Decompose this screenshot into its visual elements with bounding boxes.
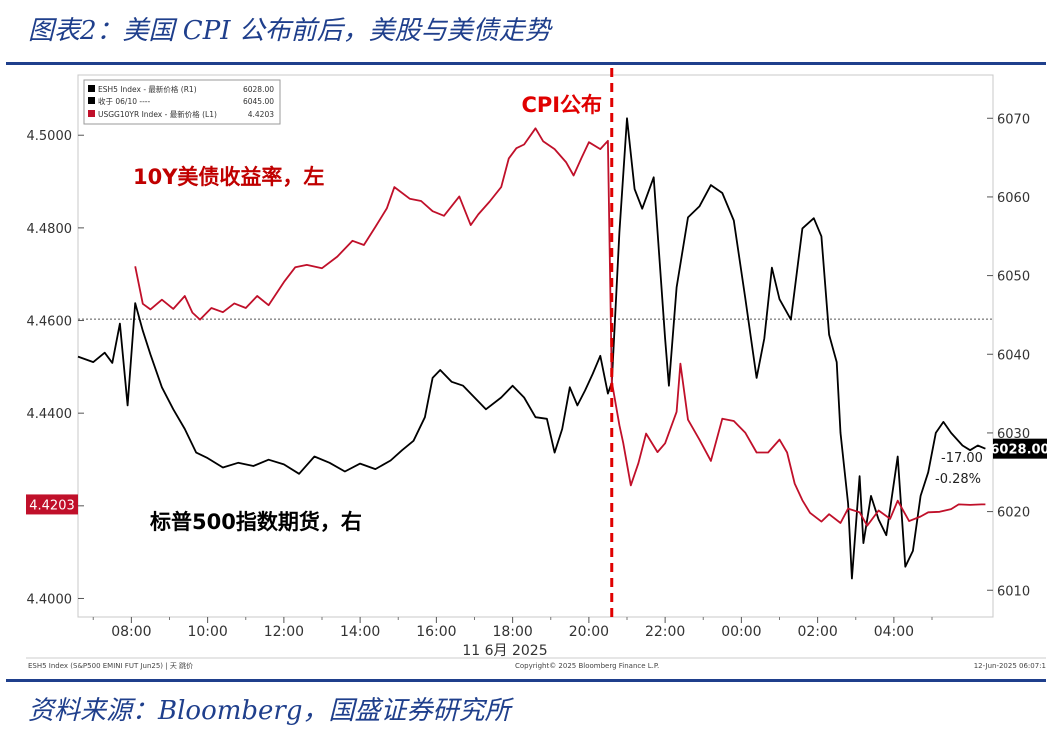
right-axis-tick-label: 6010 (997, 584, 1030, 599)
x-axis-tick-label: 08:00 (111, 624, 151, 640)
last-value-left-tag: 4.4203 (26, 494, 78, 515)
plot-frame (77, 74, 994, 618)
yield-series-annotation: 10Y美债收益率，左 (133, 165, 324, 189)
footer-left: ESH5 Index (S&P500 EMINI FUT Jun25) | 天 … (28, 661, 193, 670)
left-axis-tick-label: 4.4400 (27, 407, 73, 422)
left-axis-tick-label: 4.4800 (27, 222, 73, 237)
last-value-right-text: 6028.00 (990, 443, 1049, 458)
legend-value-yield: 4.4203 (248, 110, 274, 119)
legend-text-yield: USGG10YR Index - 最新价格 (L1) (98, 109, 217, 119)
left-axis-tick-label: 4.4000 (27, 592, 73, 607)
change-absolute: -17.00 (941, 451, 983, 466)
right-axis: 6070 6060 6050 6040 6030 6020 6010 (987, 112, 1030, 599)
x-axis-tick-label: 22:00 (645, 624, 685, 640)
x-axis-tick-label: 16:00 (416, 624, 456, 640)
change-percent: -0.28% (935, 472, 981, 487)
left-axis-tick-label: 4.4600 (27, 315, 73, 330)
cpi-event-label: CPI公布 (521, 93, 602, 117)
x-axis: 08:00 10:00 12:00 14:00 16:00 18:00 20:00 22:00… (92, 617, 933, 640)
x-axis-tick-label: 20:00 (569, 624, 609, 640)
legend-value-close: 6045.00 (243, 97, 274, 106)
legend-text-futures: ESH5 Index - 最新价格 (R1) (98, 84, 197, 94)
right-axis-tick-label: 6020 (997, 506, 1030, 521)
legend-text-close: 收于 06/10 ---- (98, 96, 151, 106)
x-axis-tick-label: 00:00 (721, 624, 761, 640)
footer-center: Copyright© 2025 Bloomberg Finance L.P. (515, 662, 659, 670)
legend-swatch-futures (88, 85, 95, 92)
bottom-rule (6, 679, 1046, 682)
x-axis-tick-label: 14:00 (340, 624, 380, 640)
top-rule (6, 62, 1046, 65)
x-axis-tick-label: 18:00 (492, 624, 532, 640)
right-axis-tick-label: 6070 (997, 112, 1030, 127)
x-axis-tick-label: 12:00 (264, 624, 304, 640)
source-note: 资料来源：Bloomberg，国盛证券研究所 (28, 696, 511, 726)
x-date-label: 11 6月 2025 (462, 643, 547, 659)
right-axis-tick-label: 6040 (997, 348, 1030, 363)
legend-swatch-yield (88, 110, 95, 117)
series-sp500-futures (77, 117, 986, 580)
chart-legend: ESH5 Index - 最新价格 (R1) 6028.00 收于 06/10 … (83, 79, 281, 125)
x-axis-tick-label: 04:00 (874, 624, 914, 640)
last-value-right-tag: 6028.00 (990, 438, 1050, 459)
series-10y-yield (134, 127, 986, 527)
right-axis-tick-label: 6050 (997, 270, 1030, 285)
legend-value-futures: 6028.00 (243, 85, 274, 94)
right-axis-tick-label: 6060 (997, 191, 1030, 206)
last-value-left-text: 4.4203 (29, 498, 75, 513)
legend-swatch-close (88, 97, 95, 104)
x-axis-tick-label: 10:00 (187, 624, 227, 640)
right-axis-tick-label: 6030 (997, 427, 1030, 442)
footer-right: 12-Jun-2025 06:07:1 (974, 662, 1046, 670)
futures-series-annotation: 标普500指数期货，右 (150, 510, 362, 534)
figure-title: 图表2：美国 CPI 公布前后，美股与美债走势 (28, 16, 551, 46)
left-axis-tick-label: 4.5000 (27, 129, 73, 144)
x-axis-tick-label: 02:00 (797, 624, 837, 640)
chart-background (0, 68, 1050, 676)
